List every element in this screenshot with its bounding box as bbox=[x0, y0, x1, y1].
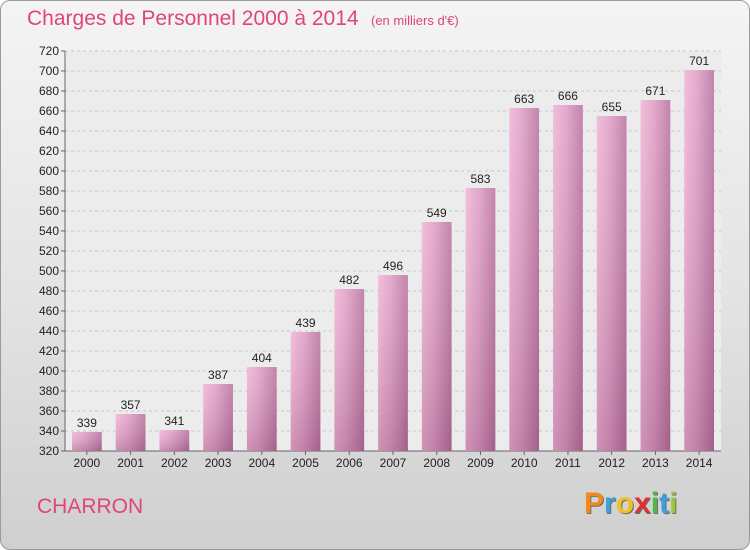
data-label: 387 bbox=[208, 368, 228, 382]
y-tick-label: 680 bbox=[39, 84, 59, 98]
logo-letter: i bbox=[669, 487, 678, 520]
x-tick-label: 2004 bbox=[248, 456, 275, 470]
bar-shade bbox=[71, 432, 102, 451]
y-tick-label: 720 bbox=[39, 44, 59, 58]
bar-shade bbox=[334, 289, 365, 451]
x-tick-label: 2005 bbox=[292, 456, 319, 470]
y-tick-label: 320 bbox=[39, 444, 59, 458]
x-tick-label: 2006 bbox=[336, 456, 363, 470]
bar-shade bbox=[290, 332, 321, 451]
x-tick-label: 2014 bbox=[686, 456, 713, 470]
data-label: 583 bbox=[470, 172, 490, 186]
logo-letter: x bbox=[634, 487, 651, 520]
y-tick-label: 520 bbox=[39, 244, 59, 258]
y-tick-label: 480 bbox=[39, 284, 59, 298]
x-tick-label: 2011 bbox=[555, 456, 581, 470]
logo-letter: i bbox=[650, 487, 660, 520]
y-tick-label: 360 bbox=[39, 404, 59, 418]
data-label: 339 bbox=[77, 416, 97, 430]
bar-shade bbox=[421, 222, 452, 451]
y-tick-label: 460 bbox=[39, 304, 59, 318]
bar-shade bbox=[115, 414, 146, 451]
proxiti-logo: Proxiti bbox=[584, 487, 677, 521]
logo-letter: r bbox=[604, 487, 616, 520]
data-label: 482 bbox=[339, 273, 359, 287]
bar-shade bbox=[203, 384, 233, 451]
data-label: 341 bbox=[164, 414, 184, 428]
data-label: 549 bbox=[427, 206, 447, 220]
bar-shade bbox=[159, 430, 190, 451]
y-tick-label: 620 bbox=[39, 144, 59, 158]
data-label: 357 bbox=[121, 398, 141, 412]
data-label: 655 bbox=[602, 100, 622, 114]
y-tick-label: 640 bbox=[39, 124, 59, 138]
commune-name: CHARRON bbox=[37, 495, 144, 518]
bar-shade bbox=[465, 188, 496, 451]
y-tick-label: 700 bbox=[39, 64, 59, 78]
x-tick-label: 2003 bbox=[205, 456, 232, 470]
chart-subtitle: (en milliers d'€) bbox=[371, 13, 459, 28]
x-tick-label: 2010 bbox=[511, 456, 538, 470]
bar-shade bbox=[509, 108, 540, 451]
x-tick-label: 2000 bbox=[74, 456, 101, 470]
bar-shade bbox=[378, 275, 408, 451]
y-tick-label: 340 bbox=[39, 424, 59, 438]
y-tick-label: 600 bbox=[39, 164, 59, 178]
chart-title: Charges de Personnel 2000 à 2014 bbox=[27, 7, 359, 30]
x-tick-label: 2009 bbox=[467, 456, 494, 470]
y-tick-label: 440 bbox=[39, 324, 59, 338]
y-tick-label: 380 bbox=[39, 384, 59, 398]
x-tick-label: 2013 bbox=[642, 456, 669, 470]
bar-shade bbox=[596, 116, 627, 451]
y-tick-label: 580 bbox=[39, 184, 59, 198]
data-label: 439 bbox=[296, 316, 316, 330]
data-label: 496 bbox=[383, 259, 403, 273]
y-tick-label: 560 bbox=[39, 204, 59, 218]
x-tick-label: 2001 bbox=[117, 456, 144, 470]
logo-letter: P bbox=[584, 487, 605, 520]
y-tick-label: 420 bbox=[39, 344, 59, 358]
x-tick-label: 2002 bbox=[161, 456, 188, 470]
logo-letter: o bbox=[615, 487, 635, 520]
bar-shade bbox=[640, 100, 671, 451]
data-label: 663 bbox=[514, 92, 534, 106]
logo-letter: t bbox=[659, 487, 670, 520]
y-tick-label: 540 bbox=[39, 224, 59, 238]
data-label: 671 bbox=[645, 84, 665, 98]
x-tick-label: 2008 bbox=[423, 456, 450, 470]
y-tick-label: 660 bbox=[39, 104, 59, 118]
data-label: 666 bbox=[558, 89, 578, 103]
y-tick-label: 400 bbox=[39, 364, 59, 378]
bar-shade bbox=[553, 105, 583, 451]
x-tick-label: 2012 bbox=[598, 456, 625, 470]
x-tick-label: 2007 bbox=[380, 456, 407, 470]
y-tick-label: 500 bbox=[39, 264, 59, 278]
data-label: 404 bbox=[252, 351, 272, 365]
bar-shade bbox=[684, 70, 715, 451]
data-label: 701 bbox=[689, 54, 709, 68]
bar-shade bbox=[246, 367, 277, 451]
